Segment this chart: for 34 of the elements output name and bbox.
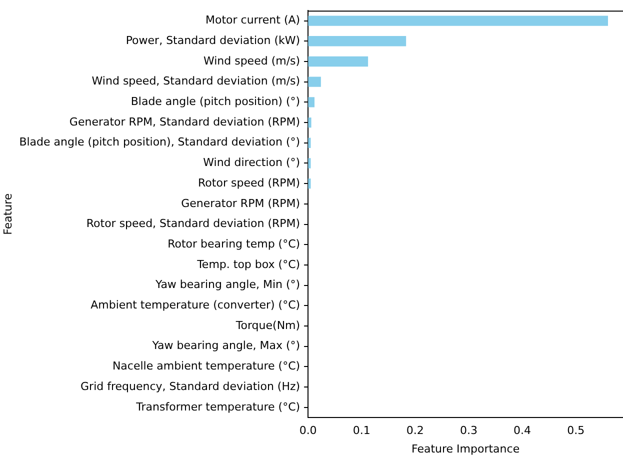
bar [308,97,314,108]
x-tick-label: 0.4 [514,424,532,438]
y-tick-label: Rotor bearing temp (°C) [168,237,300,250]
x-tick-label: 0.1 [352,424,370,438]
y-tick-label: Blade angle (pitch position), Standard deviation (°) [19,136,300,149]
x-tick-label: 0.0 [299,424,317,438]
y-tick-label: Generator RPM, Standard deviation (RPM) [69,115,300,128]
y-axis-title: Feature [1,193,14,235]
y-tick-label: Wind direction (°) [203,156,300,170]
y-tick-label: Ambient temperature (converter) (°C) [90,298,300,312]
bar [308,76,321,87]
bar [308,56,368,67]
bar [308,16,608,26]
y-tick-label: Rotor speed (RPM) [198,176,300,190]
y-tick-label: Blade angle (pitch position) (°) [130,95,300,108]
bar [308,36,406,46]
y-tick-label: Motor current (A) [205,14,300,27]
y-tick-label: Torque(Nm) [234,318,300,332]
y-tick-label: Grid frequency, Standard deviation (Hz) [80,380,300,393]
bar [308,117,312,128]
y-tick-label: Yaw bearing angle, Min (°) [154,278,300,292]
x-tick-label: 0.2 [406,424,424,438]
x-tick-label: 0.5 [567,424,585,438]
y-tick-label: Generator RPM (RPM) [181,196,300,210]
y-tick-label: Yaw bearing angle, Max (°) [151,339,300,352]
x-tick-label: 0.3 [460,424,478,438]
y-tick-label: Rotor speed, Standard deviation (RPM) [86,217,300,230]
y-tick-label: Temp. top box (°C) [196,258,300,271]
x-axis-title: Feature Importance [411,442,520,456]
y-tick-label: Transformer temperature (°C) [135,400,300,414]
y-tick-label: Wind speed (m/s) [203,54,300,68]
y-tick-label: Power, Standard deviation (kW) [126,34,300,47]
y-tick-label: Wind speed, Standard deviation (m/s) [92,74,300,88]
y-tick-label: Nacelle ambient temperature (°C) [112,360,300,373]
